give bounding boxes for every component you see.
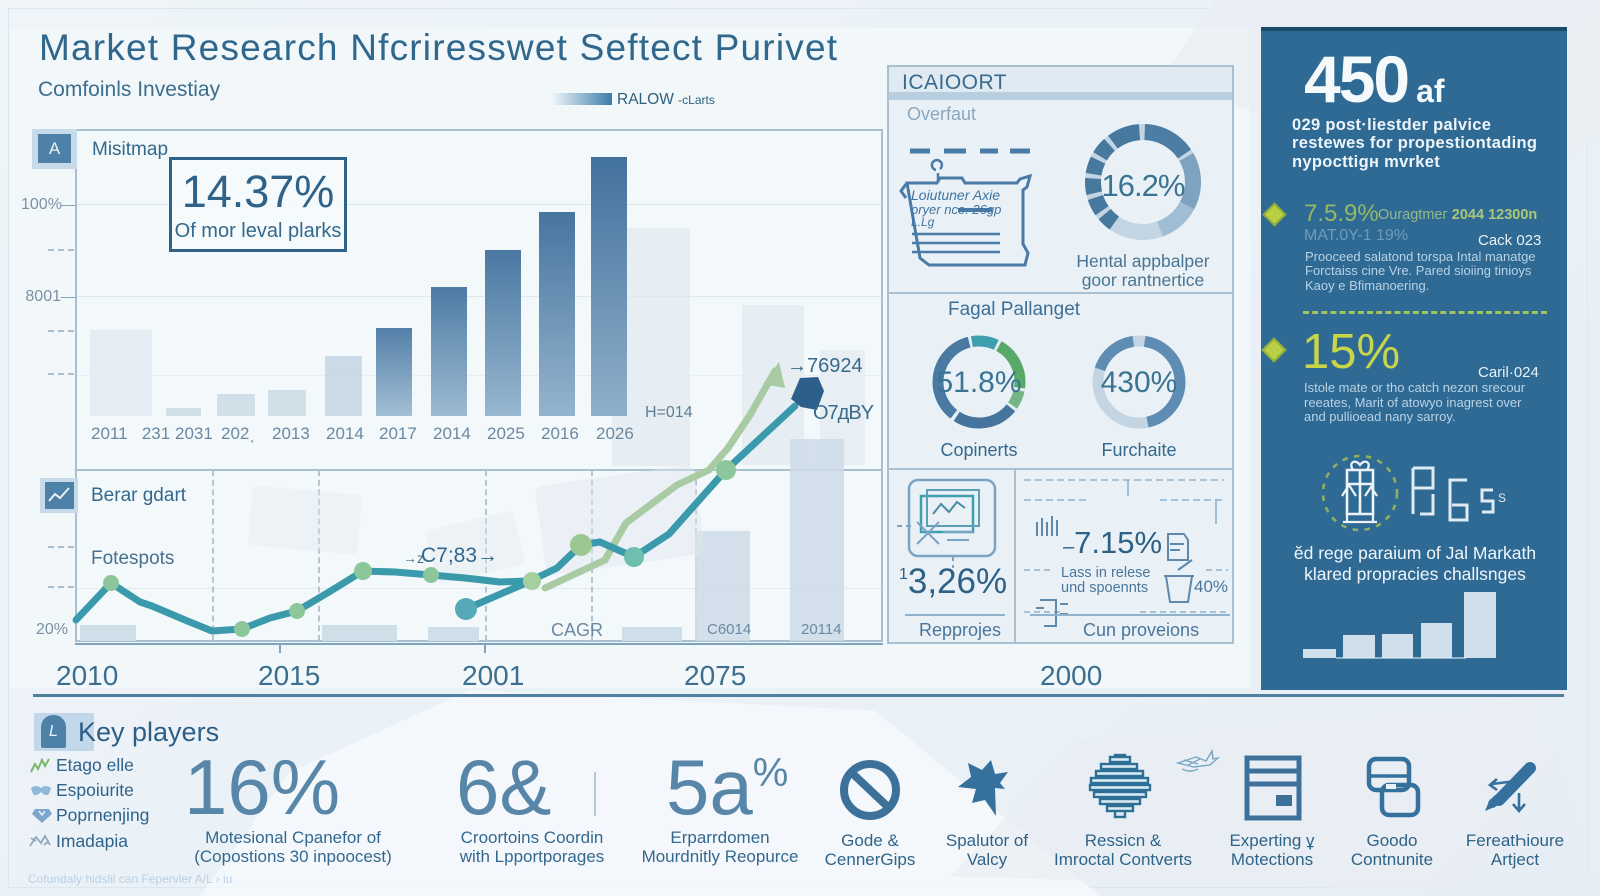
svg-text:S: S	[1498, 491, 1506, 505]
svg-text:L.Lg: L.Lg	[911, 215, 935, 229]
svg-text:Loiutuner Axie: Loiutuner Axie	[911, 187, 1000, 203]
svg-text:oryer nce. 26gp: oryer nce. 26gp	[911, 202, 1001, 217]
